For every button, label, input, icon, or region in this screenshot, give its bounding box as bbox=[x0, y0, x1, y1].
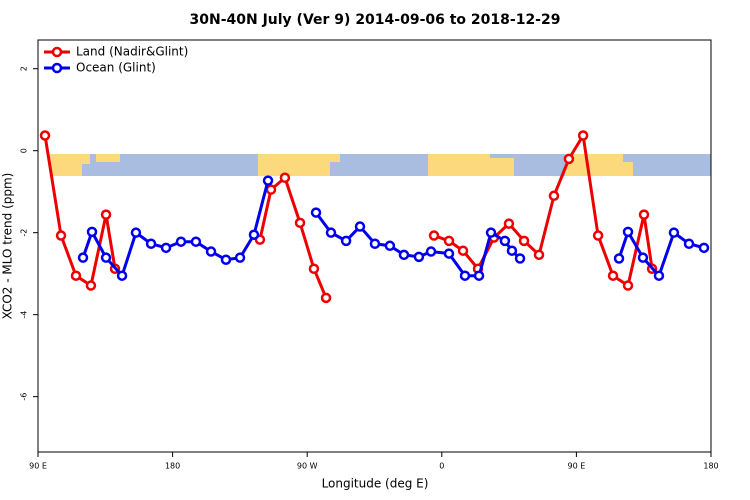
x-tick-label: 180 bbox=[165, 462, 180, 471]
legend-marker bbox=[51, 62, 63, 74]
data-point bbox=[668, 227, 680, 238]
map-strip bbox=[50, 154, 711, 176]
data-point bbox=[265, 184, 277, 195]
series-line bbox=[43, 131, 654, 299]
data-point bbox=[384, 240, 396, 252]
chart-title: 30N-40N July (Ver 9) 2014-09-06 to 2018-… bbox=[190, 12, 561, 28]
data-point bbox=[100, 209, 112, 220]
data-point bbox=[653, 270, 665, 281]
data-point bbox=[325, 227, 337, 238]
data-point bbox=[310, 207, 322, 218]
data-point bbox=[613, 253, 625, 264]
data-point bbox=[485, 227, 497, 238]
data-point bbox=[499, 235, 511, 247]
data-point bbox=[413, 251, 425, 263]
legend-label: Land (Nadir&Glint) bbox=[76, 45, 188, 59]
series-line bbox=[81, 180, 705, 279]
data-point bbox=[354, 221, 366, 232]
data-point bbox=[398, 249, 410, 261]
x-tick-label: 90 E bbox=[568, 462, 586, 471]
data-point bbox=[459, 270, 471, 281]
data-point bbox=[130, 227, 142, 238]
plot-frame bbox=[37, 39, 712, 453]
data-point bbox=[100, 252, 112, 263]
data-point bbox=[116, 270, 128, 281]
data-point bbox=[533, 249, 545, 261]
data-point bbox=[145, 238, 157, 249]
data-point bbox=[577, 130, 589, 141]
data-point bbox=[548, 190, 560, 202]
data-point bbox=[503, 218, 515, 229]
data-point bbox=[85, 280, 97, 291]
data-point bbox=[457, 245, 469, 256]
data-point bbox=[369, 238, 381, 249]
data-point bbox=[683, 238, 695, 249]
x-axis-label: Longitude (deg E) bbox=[322, 477, 429, 491]
data-point bbox=[279, 172, 291, 183]
x-tick-label: 180 bbox=[703, 462, 718, 471]
y-tick-label: -4 bbox=[20, 311, 29, 319]
data-point bbox=[39, 130, 51, 141]
x-tick-label: 0 bbox=[439, 462, 444, 471]
data-point bbox=[425, 246, 437, 257]
data-point bbox=[592, 230, 604, 241]
y-tick-label: 2 bbox=[20, 66, 29, 71]
x-tick-label: 90 W bbox=[297, 462, 318, 471]
data-point bbox=[205, 246, 217, 257]
data-point bbox=[506, 245, 518, 256]
data-point bbox=[175, 236, 187, 247]
data-point bbox=[698, 242, 710, 254]
data-point bbox=[340, 235, 352, 247]
data-point bbox=[518, 235, 530, 247]
data-point bbox=[514, 253, 526, 264]
y-tick-label: -6 bbox=[20, 393, 29, 401]
data-point bbox=[443, 235, 455, 247]
data-point bbox=[190, 236, 202, 247]
data-point bbox=[638, 209, 650, 220]
data-point bbox=[443, 248, 455, 259]
data-point bbox=[607, 270, 619, 281]
data-point bbox=[308, 263, 320, 275]
data-point bbox=[294, 217, 306, 229]
legend-label: Ocean (Glint) bbox=[76, 61, 156, 75]
data-point bbox=[622, 226, 634, 238]
legend-marker bbox=[51, 46, 63, 58]
data-point bbox=[320, 292, 332, 304]
data-point bbox=[262, 175, 274, 186]
data-point bbox=[234, 252, 246, 263]
data-point bbox=[248, 229, 260, 240]
data-point bbox=[622, 280, 634, 291]
y-tick-label: 0 bbox=[20, 148, 29, 153]
data-point bbox=[77, 252, 89, 263]
data-point bbox=[86, 226, 98, 238]
data-point bbox=[428, 230, 440, 241]
x-tick-label: 90 E bbox=[29, 462, 47, 471]
data-point bbox=[55, 230, 67, 241]
y-tick-label: -2 bbox=[20, 229, 29, 237]
data-point bbox=[160, 242, 172, 254]
data-point bbox=[637, 252, 649, 263]
y-axis-label: XCO2 - MLO trend (ppm) bbox=[1, 173, 15, 320]
data-point bbox=[563, 153, 575, 165]
data-point bbox=[70, 270, 82, 281]
data-point bbox=[473, 270, 485, 281]
data-point bbox=[220, 254, 232, 265]
